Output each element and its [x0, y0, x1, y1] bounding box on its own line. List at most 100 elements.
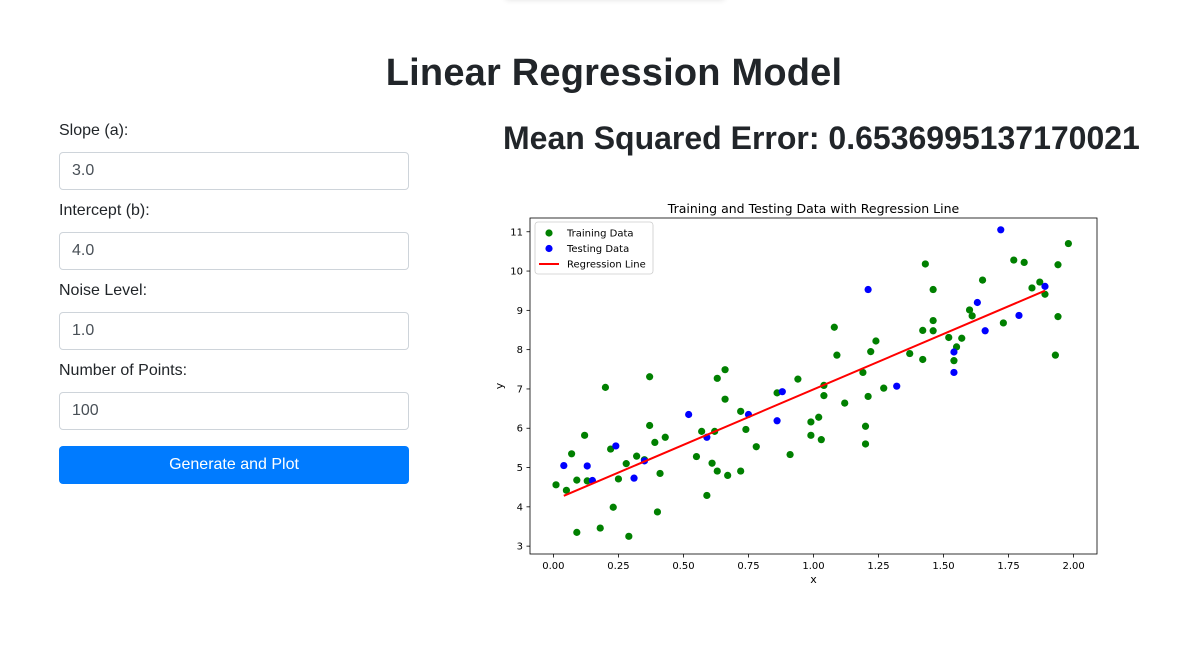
training-point	[861, 422, 870, 430]
training-point	[864, 392, 872, 401]
slope-input[interactable]	[59, 152, 409, 190]
testing-point	[778, 388, 786, 396]
legend-label: Testing Data	[566, 244, 629, 255]
training-point	[906, 349, 914, 358]
x-tick-label: 0.75	[737, 561, 759, 572]
regression-plot: Training and Testing Data with Regressio…	[490, 195, 1110, 595]
y-tick-label: 4	[517, 502, 523, 513]
testing-point	[685, 410, 693, 419]
y-tick-label: 7	[517, 384, 523, 395]
training-point	[929, 327, 937, 335]
y-tick-label: 3	[517, 542, 523, 553]
training-point	[573, 476, 581, 484]
training-point	[646, 421, 654, 430]
training-point	[958, 334, 966, 342]
x-tick-label: 0.00	[542, 561, 564, 572]
training-point	[817, 436, 825, 444]
training-point	[713, 374, 721, 382]
x-tick-label: 1.00	[802, 561, 824, 572]
training-point	[1036, 278, 1044, 286]
training-point	[622, 460, 630, 468]
training-point	[919, 326, 927, 334]
training-point	[703, 491, 711, 500]
training-point	[968, 312, 976, 320]
points-input[interactable]	[59, 392, 409, 430]
y-tick-label: 8	[517, 345, 523, 356]
training-point	[786, 450, 794, 459]
noise-label: Noise Level:	[59, 282, 148, 299]
x-tick-label: 1.25	[867, 561, 889, 572]
noise-group: Noise Level:	[59, 280, 409, 350]
testing-point	[630, 474, 638, 482]
training-point	[737, 407, 745, 415]
mse-value: 0.6536995137170021	[828, 120, 1140, 156]
training-point	[737, 467, 745, 475]
noise-input[interactable]	[59, 312, 409, 350]
regression-line	[563, 289, 1046, 497]
training-point	[573, 528, 581, 536]
chart-title: Training and Testing Data with Regressio…	[667, 201, 960, 216]
legend-box	[534, 221, 654, 275]
x-tick-label: 0.25	[607, 561, 629, 572]
mse-heading: Mean Squared Error: 0.6536995137170021	[503, 120, 1140, 157]
training-point	[1054, 261, 1062, 269]
training-point	[752, 443, 760, 451]
training-point	[698, 427, 706, 435]
generate-plot-button[interactable]: Generate and Plot	[59, 446, 409, 484]
slope-group: Slope (a):	[59, 120, 409, 190]
legend-label: Regression Line	[567, 260, 646, 271]
testing-point	[612, 442, 620, 450]
testing-point	[583, 462, 591, 470]
training-point	[872, 337, 880, 345]
training-point	[609, 503, 617, 511]
training-point	[583, 477, 591, 485]
training-point	[861, 440, 870, 448]
y-tick-label: 11	[510, 227, 523, 238]
training-point	[633, 452, 641, 460]
y-axis-label: y	[493, 382, 506, 389]
training-point	[945, 333, 953, 342]
training-point	[929, 285, 937, 294]
training-point	[820, 392, 828, 400]
training-point	[653, 508, 662, 516]
training-point	[859, 368, 867, 377]
page-title: Linear Regression Model	[385, 52, 843, 94]
training-point	[1028, 284, 1036, 292]
intercept-group: Intercept (b):	[59, 200, 409, 270]
points-group: Number of Points:	[59, 360, 409, 430]
training-point	[724, 471, 732, 480]
training-point	[950, 357, 958, 365]
mse-label: Mean Squared Error:	[503, 120, 829, 156]
legend-marker	[545, 244, 553, 253]
legend-label: Training Data	[566, 229, 634, 240]
training-point	[1054, 313, 1062, 321]
training-point	[830, 323, 838, 331]
training-point	[965, 306, 974, 314]
training-point	[1020, 258, 1028, 267]
slope-label: Slope (a):	[59, 122, 129, 139]
training-point	[562, 486, 571, 494]
legend-marker	[545, 229, 553, 237]
training-point	[625, 532, 633, 540]
training-point	[1010, 256, 1018, 264]
intercept-input[interactable]	[59, 232, 409, 270]
training-point	[880, 384, 888, 392]
testing-point	[1041, 282, 1049, 290]
parameters-form: Slope (a): Intercept (b): Noise Level: N…	[59, 120, 409, 484]
x-tick-label: 2.00	[1062, 561, 1084, 572]
testing-point	[864, 285, 872, 294]
testing-point	[950, 348, 958, 356]
training-point	[919, 355, 927, 364]
training-point	[921, 260, 929, 268]
training-point	[708, 459, 716, 467]
x-tick-label: 1.75	[997, 561, 1019, 572]
training-point	[721, 395, 729, 403]
testing-point	[973, 298, 981, 307]
training-point	[999, 319, 1007, 327]
y-tick-label: 5	[517, 463, 523, 474]
training-point	[815, 413, 823, 421]
training-point	[601, 383, 610, 391]
training-point	[1064, 239, 1072, 248]
testing-point	[893, 382, 901, 390]
training-point	[552, 481, 560, 489]
